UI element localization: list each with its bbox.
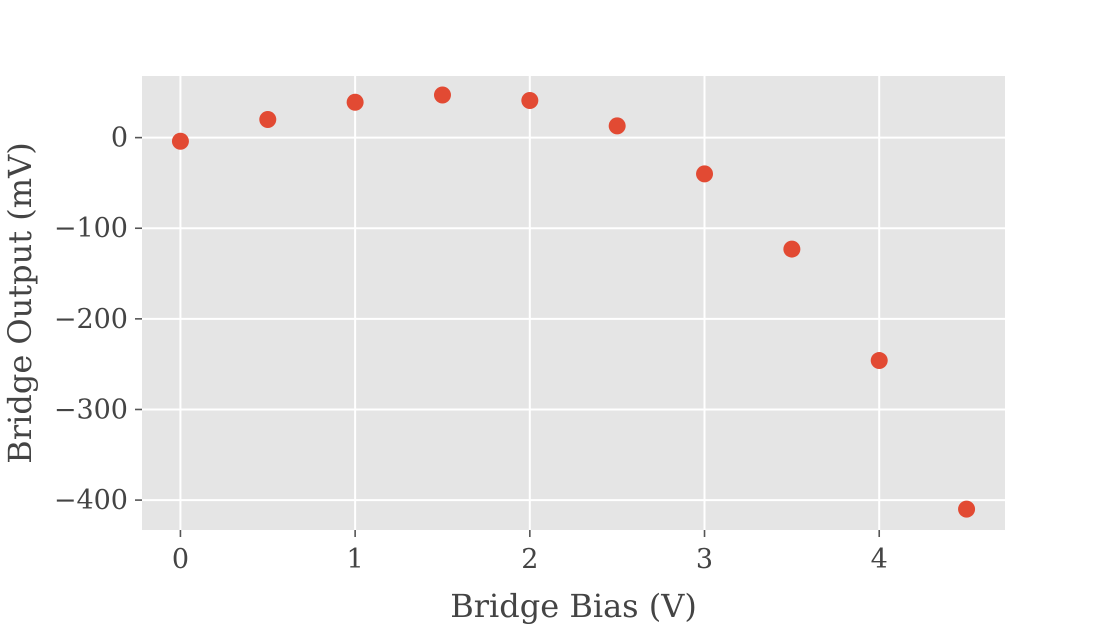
- data-point: [433, 86, 451, 104]
- y-tick-label: −400: [54, 485, 128, 516]
- grid-lines: [142, 76, 1005, 530]
- x-tick-label: 4: [871, 544, 888, 575]
- data-point: [346, 93, 364, 111]
- y-tick-label: −100: [54, 213, 128, 244]
- data-point: [870, 352, 888, 370]
- data-point: [171, 132, 189, 150]
- data-point: [783, 240, 801, 258]
- x-axis-label: Bridge Bias (V): [450, 587, 697, 625]
- x-tick-label: 1: [347, 544, 364, 575]
- x-axis-ticks: 0 1 2 3 4: [172, 530, 888, 575]
- x-tick-label: 2: [521, 544, 538, 575]
- data-point: [696, 165, 714, 183]
- data-points: [171, 86, 976, 518]
- y-tick-label: 0: [111, 123, 128, 154]
- y-tick-label: −300: [54, 394, 128, 425]
- y-axis-label: Bridge Output (mV): [1, 142, 39, 463]
- y-tick-label: −200: [54, 304, 128, 335]
- data-point: [259, 110, 277, 128]
- x-tick-label: 0: [172, 544, 189, 575]
- y-axis-ticks: 0 −100 −200 −300 −400: [54, 123, 142, 516]
- x-tick-label: 3: [696, 544, 713, 575]
- data-point: [608, 117, 626, 135]
- plot-background: [142, 76, 1005, 530]
- data-point: [958, 500, 976, 518]
- data-point: [521, 91, 539, 109]
